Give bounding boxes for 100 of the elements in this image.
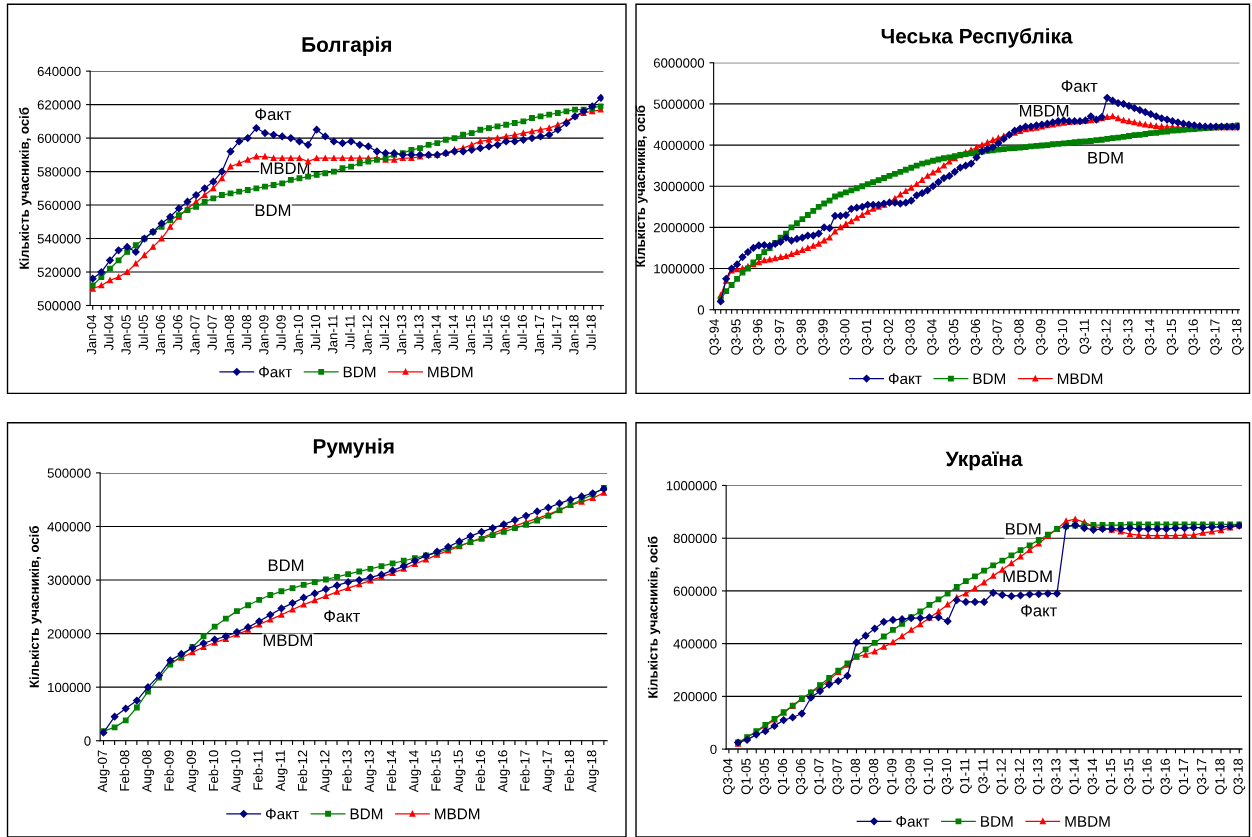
- x-tick-label: Jan-05: [121, 315, 131, 355]
- annotation: MBDM: [263, 634, 312, 646]
- y-tick-label: 6000000: [653, 58, 705, 68]
- y-tick-label: 0: [84, 736, 91, 746]
- x-tick-label: Q3-04: [723, 758, 735, 795]
- x-tick-label: Jul-13: [413, 315, 424, 351]
- x-tick-label: Q3-17: [1210, 319, 1222, 355]
- legend-label: Факт: [896, 816, 930, 827]
- x-tick-label: Jul-09: [276, 315, 286, 351]
- y-tick-label: 2000000: [653, 222, 705, 233]
- x-tick-label: Jan-14: [431, 314, 441, 355]
- x-tick-label: Jan-18: [569, 315, 579, 355]
- annotation: Факт: [324, 610, 361, 623]
- x-tick-label: Q3-11: [1079, 319, 1092, 354]
- x-tick-label: Q1-09: [887, 758, 899, 795]
- x-tick-label: Q3-12: [1014, 758, 1027, 795]
- y-tick-label: 520000: [37, 267, 81, 277]
- x-tick-label: Jul-15: [482, 315, 493, 351]
- x-tick-label: Q3-18: [1233, 758, 1246, 795]
- annotation: Факт: [1061, 80, 1098, 92]
- x-tick-label: Jul-07: [207, 315, 217, 351]
- x-tick-label: Jan-11: [328, 315, 338, 354]
- annotation: BDM: [255, 204, 291, 217]
- y-tick-label: 580000: [37, 167, 81, 177]
- x-tick-label: Q3-11: [978, 758, 990, 794]
- x-tick-label: Q3-94: [709, 319, 722, 355]
- x-tick-label: Q3-06: [796, 758, 808, 795]
- x-tick-label: Q3-18: [1232, 319, 1244, 355]
- x-tick-label: Feb-16: [475, 750, 486, 791]
- y-tick-label: 3000000: [653, 181, 705, 192]
- annotation: BDM: [1088, 151, 1123, 164]
- x-tick-label: Q3-06: [970, 319, 983, 355]
- x-tick-label: Jul-10: [310, 315, 321, 351]
- legend-label: BDM: [981, 816, 1013, 827]
- x-tick-label: Aug-07: [97, 750, 110, 793]
- x-tick-label: Q3-01: [861, 319, 874, 355]
- x-tick-label: Feb-10: [208, 750, 219, 791]
- x-tick-label: Aug-17: [542, 750, 555, 793]
- x-tick-label: Aug-09: [186, 750, 199, 793]
- x-tick-label: Q3-00: [840, 319, 852, 355]
- x-tick-label: Q1-18: [1215, 758, 1227, 795]
- y-tick-label: 4000000: [653, 140, 705, 150]
- y-tick-label: 0: [710, 744, 717, 755]
- x-tick-label: Q3-16: [1188, 319, 1201, 355]
- x-tick-label: Q3-95: [731, 319, 743, 355]
- y-tick-label: 600000: [37, 133, 81, 144]
- x-tick-label: Q3-05: [759, 758, 772, 795]
- x-tick-label: Q3-10: [941, 758, 954, 795]
- y-axis-title: Кількість учасників, осіб: [19, 107, 32, 269]
- x-tick-label: Q1-14: [1069, 758, 1082, 795]
- y-axis-title: Кількість учасників, осіб: [29, 526, 42, 688]
- x-tick-label: Jan-10: [293, 315, 303, 355]
- x-tick-label: Q3-17: [1196, 758, 1209, 795]
- legend-label: MBDM: [435, 808, 480, 820]
- x-tick-label: Q1-12: [996, 758, 1009, 795]
- y-axis-title: Кількість учасників, осіб: [647, 536, 661, 698]
- x-tick-label: Q3-14: [1144, 319, 1157, 355]
- x-tick-label: Q3-14: [1087, 758, 1100, 795]
- y-tick-label: 540000: [37, 234, 81, 244]
- y-tick-label: 1000000: [654, 264, 705, 274]
- x-tick-label: Q1-15: [1105, 758, 1118, 795]
- x-tick-label: Aug-15: [453, 750, 466, 793]
- x-tick-label: Feb-17: [519, 750, 530, 791]
- y-tick-label: 640000: [37, 66, 81, 77]
- x-tick-label: Q1-17: [1178, 758, 1191, 795]
- x-tick-label: Q3-09: [1036, 319, 1048, 355]
- x-tick-label: Jul-12: [379, 315, 390, 351]
- x-tick-label: Q3-08: [1014, 319, 1027, 355]
- x-tick-label: Q1-05: [741, 758, 754, 795]
- legend-label: Факт: [265, 808, 299, 820]
- y-tick-label: 0: [697, 305, 705, 315]
- x-tick-label: Jul-05: [138, 315, 148, 351]
- y-tick-label: 1000000: [666, 481, 717, 491]
- x-tick-label: Q1-13: [1032, 758, 1045, 795]
- x-tick-label: Q3-97: [774, 319, 787, 355]
- x-tick-label: Jan-07: [190, 315, 200, 355]
- x-tick-label: Jan-15: [466, 315, 476, 355]
- x-tick-label: Q1-08: [850, 758, 863, 795]
- x-tick-label: Q3-02: [883, 319, 896, 355]
- x-tick-label: Feb-14: [386, 750, 397, 791]
- x-tick-label: Jan-16: [500, 315, 510, 355]
- chart-title: Чеська Республіка: [881, 28, 1073, 48]
- y-tick-label: 620000: [37, 100, 81, 110]
- annotation: MBDM: [260, 162, 310, 174]
- x-tick-label: Jan-08: [224, 315, 235, 355]
- x-tick-label: Jan-12: [362, 315, 372, 355]
- x-tick-label: Q3-05: [948, 319, 961, 355]
- x-tick-label: Feb-08: [119, 750, 130, 791]
- y-tick-label: 200000: [673, 691, 717, 702]
- x-tick-label: Q3-03: [905, 319, 918, 355]
- chart-title: Болгарія: [302, 36, 392, 57]
- x-tick-label: Q3-98: [796, 319, 809, 355]
- x-tick-label: Jul-14: [448, 314, 459, 351]
- x-tick-label: Feb-13: [341, 750, 352, 791]
- x-tick-label: Feb-12: [297, 750, 308, 791]
- annotation: BDM: [1006, 523, 1041, 535]
- legend-label: MBDM: [1065, 816, 1110, 827]
- annotation: MBDM: [1019, 105, 1069, 117]
- x-tick-label: Jan-09: [259, 315, 269, 355]
- x-tick-label: Q3-15: [1166, 319, 1179, 355]
